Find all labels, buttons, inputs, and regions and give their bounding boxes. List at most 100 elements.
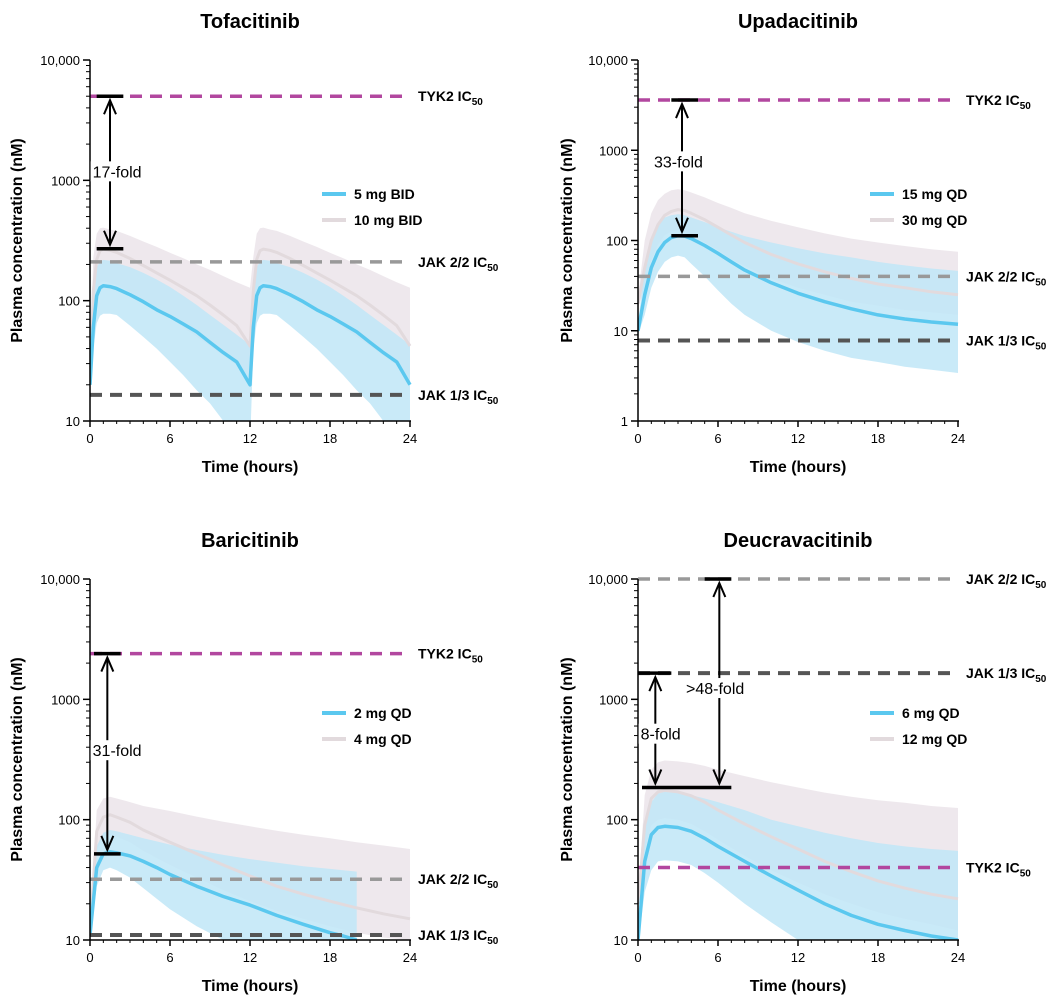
high-dose-series-line bbox=[638, 208, 959, 304]
fold-label: 17-fold bbox=[93, 164, 142, 181]
legend-entry: 4 mg QD bbox=[354, 731, 412, 747]
low-dose-series-line bbox=[638, 824, 959, 940]
arrow-head-up bbox=[103, 97, 117, 115]
legend-entry: 12 mg QD bbox=[902, 731, 967, 747]
y-tick-label: 10 bbox=[614, 324, 628, 339]
arrow-head-up bbox=[675, 101, 689, 119]
x-tick-label: 24 bbox=[951, 431, 965, 446]
chart-title: Deucravacitinib bbox=[724, 530, 873, 552]
reference-line-label: JAK 2/2 IC50 bbox=[418, 254, 499, 274]
x-tick-label: 24 bbox=[951, 950, 965, 965]
y-tick-label: 10,000 bbox=[40, 572, 80, 587]
x-tick-label: 12 bbox=[243, 950, 257, 965]
y-tick-label: 10 bbox=[614, 933, 628, 948]
y-tick-label: 1000 bbox=[599, 692, 628, 707]
y-axis-label: Plasma concentration (nM) bbox=[9, 657, 26, 861]
arrow-head-down bbox=[103, 230, 117, 248]
low-dose-series-line bbox=[90, 284, 412, 387]
arrow-head-down bbox=[675, 217, 689, 235]
reference-line-label: JAK 1/3 IC50 bbox=[418, 927, 499, 947]
plot-area bbox=[90, 227, 412, 421]
chart-title: Upadacitinib bbox=[738, 11, 858, 33]
arrow-head-up bbox=[100, 655, 115, 672]
y-tick-label: 10 bbox=[66, 933, 80, 948]
y-tick-label: 10 bbox=[66, 414, 80, 429]
y-tick-label: 10,000 bbox=[588, 53, 628, 68]
fold-annotation: >48-fold bbox=[684, 577, 757, 787]
legend-entry: 6 mg QD bbox=[902, 705, 960, 721]
y-axis-label: Plasma concentration (nM) bbox=[559, 138, 576, 342]
x-tick-label: 6 bbox=[166, 950, 173, 965]
fold-annotation: 33-fold bbox=[652, 98, 717, 238]
y-axis-label: Plasma concentration (nM) bbox=[9, 138, 26, 342]
x-tick-label: 12 bbox=[243, 431, 257, 446]
x-axis-label: Time (hours) bbox=[202, 459, 299, 476]
arrow-head-down bbox=[648, 769, 663, 787]
fold-annotation: 31-fold bbox=[90, 651, 155, 856]
y-tick-label: 10,000 bbox=[40, 53, 80, 68]
chart-panel: Upadacitinib Plasma concentration (nM) Tim… bbox=[559, 11, 1047, 476]
x-tick-label: 0 bbox=[86, 431, 93, 446]
reference-line-label: TYK2 IC50 bbox=[418, 88, 483, 108]
x-tick-label: 24 bbox=[403, 431, 417, 446]
legend-entry: 5 mg BID bbox=[354, 186, 415, 202]
fold-annotation: 17-fold bbox=[90, 94, 155, 251]
high-dose-series-line bbox=[90, 247, 412, 385]
reference-line-label: JAK 1/3 IC50 bbox=[966, 332, 1047, 352]
chart-title: Tofacitinib bbox=[200, 11, 300, 33]
reference-line-label: JAK 2/2 IC50 bbox=[418, 871, 499, 891]
x-tick-label: 24 bbox=[403, 950, 417, 965]
annotation-label-bg bbox=[638, 723, 695, 744]
x-tick-label: 18 bbox=[871, 431, 885, 446]
annotation-label-bg bbox=[90, 161, 155, 182]
legend-entry: 2 mg QD bbox=[354, 705, 412, 721]
arrow-head-up bbox=[712, 580, 727, 598]
y-tick-label: 1000 bbox=[599, 143, 628, 158]
y-tick-label: 100 bbox=[606, 234, 628, 249]
fold-label: >48-fold bbox=[686, 681, 744, 698]
legend-entry: 10 mg BID bbox=[354, 212, 422, 228]
arrow-head-up bbox=[648, 674, 663, 692]
x-axis-label: Time (hours) bbox=[750, 459, 847, 476]
x-tick-label: 6 bbox=[714, 431, 721, 446]
annotation-label-bg bbox=[684, 678, 757, 699]
annotation-label-bg bbox=[90, 740, 155, 761]
fold-annotation: 8-fold bbox=[638, 671, 695, 787]
x-axis-label: Time (hours) bbox=[750, 978, 847, 995]
chart-panel: Deucravacitinib Plasma concentration (nM)… bbox=[559, 530, 1047, 995]
arrow-head-down bbox=[712, 769, 727, 787]
x-tick-label: 18 bbox=[323, 431, 337, 446]
reference-line-label: JAK 1/3 IC50 bbox=[418, 387, 499, 407]
reference-line-label: JAK 2/2 IC50 bbox=[966, 268, 1047, 288]
low-dose-range-band bbox=[90, 830, 357, 940]
legend-entry: 15 mg QD bbox=[902, 186, 967, 202]
arrow-head-down bbox=[100, 835, 115, 853]
plot-area bbox=[638, 189, 959, 373]
low-dose-range-band bbox=[90, 259, 410, 421]
high-dose-series-line bbox=[638, 788, 959, 904]
x-tick-label: 0 bbox=[634, 950, 641, 965]
fold-label: 8-fold bbox=[641, 727, 681, 744]
chart-title: Baricitinib bbox=[201, 530, 299, 552]
reference-line-label: TYK2 IC50 bbox=[966, 860, 1031, 880]
fold-label: 33-fold bbox=[654, 154, 703, 171]
x-tick-label: 12 bbox=[791, 950, 805, 965]
high-dose-range-band bbox=[90, 227, 410, 391]
y-tick-label: 100 bbox=[58, 813, 80, 828]
legend-entry: 30 mg QD bbox=[902, 212, 967, 228]
chart-panel: Baricitinib Plasma concentration (nM) Time… bbox=[9, 530, 499, 995]
y-tick-label: 100 bbox=[58, 294, 80, 309]
y-tick-label: 1000 bbox=[51, 173, 80, 188]
x-axis-label: Time (hours) bbox=[202, 978, 299, 995]
x-tick-label: 6 bbox=[714, 950, 721, 965]
x-tick-label: 6 bbox=[166, 431, 173, 446]
y-tick-label: 1000 bbox=[51, 692, 80, 707]
reference-line-label: TYK2 IC50 bbox=[966, 92, 1031, 112]
reference-line-label: JAK 2/2 IC50 bbox=[966, 571, 1047, 591]
y-tick-label: 10,000 bbox=[588, 572, 628, 587]
y-tick-label: 1 bbox=[621, 414, 628, 429]
y-tick-label: 100 bbox=[606, 813, 628, 828]
x-tick-label: 0 bbox=[634, 431, 641, 446]
x-tick-label: 18 bbox=[871, 950, 885, 965]
